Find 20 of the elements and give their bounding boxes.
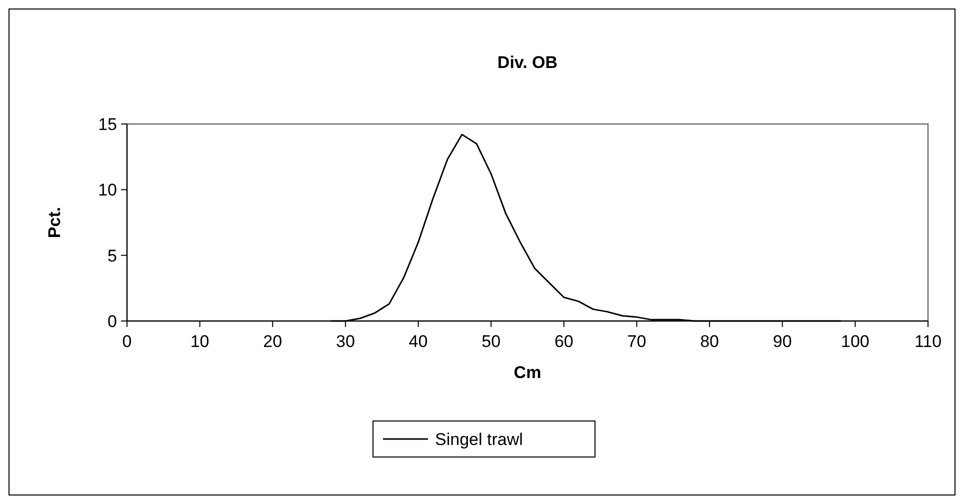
y-tick-label: 15 — [98, 115, 117, 134]
x-tick-label: 0 — [122, 332, 132, 351]
x-tick-label: 50 — [482, 332, 501, 351]
x-tick-label: 110 — [914, 332, 942, 351]
x-tick-label: 90 — [772, 332, 792, 351]
y-tick-label: 0 — [108, 312, 117, 331]
x-tick-label: 80 — [700, 332, 720, 351]
x-tick-label: 40 — [408, 332, 428, 351]
y-tick-label: 10 — [98, 180, 117, 200]
x-tick-label: 30 — [336, 332, 355, 351]
y-tick-label: 5 — [108, 246, 117, 266]
x-tick-label: 70 — [627, 332, 646, 351]
legend-label: Singel trawl — [435, 430, 523, 449]
x-axis-title: Cm — [514, 363, 542, 382]
x-tick-label: 20 — [263, 332, 282, 351]
x-tick-label: 100 — [840, 332, 870, 351]
chart-title: Div. OB — [497, 53, 558, 72]
x-tick-label: 10 — [190, 332, 210, 351]
x-tick-label: 60 — [554, 332, 574, 351]
y-axis-title: Pct. — [45, 206, 64, 238]
